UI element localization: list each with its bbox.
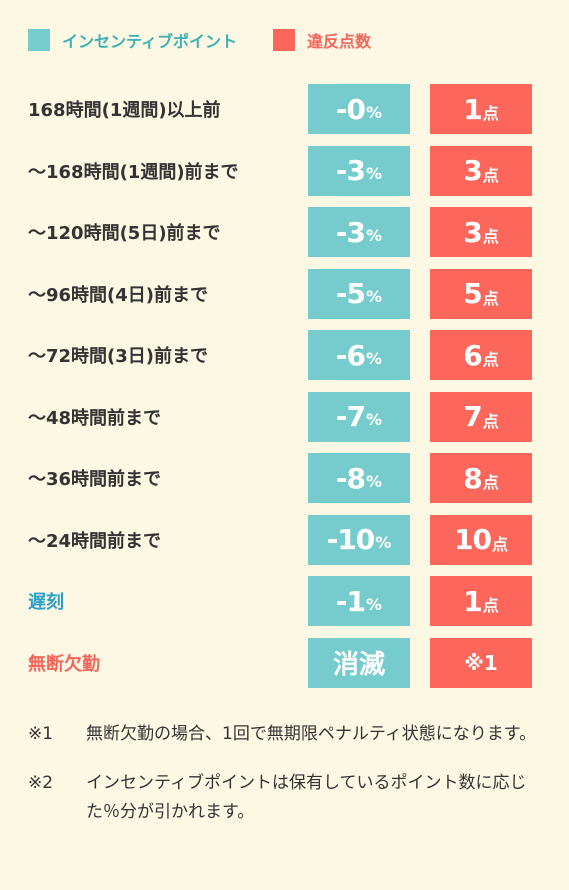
- incentive-cell: -8%: [308, 453, 410, 503]
- incentive-value: -5: [335, 277, 366, 310]
- incentive-swatch: [28, 29, 50, 51]
- violation-swatch: [273, 29, 296, 51]
- row-label: 〜48時間前まで: [28, 407, 162, 429]
- table-row: 無断欠勤 消滅 ※1: [0, 637, 569, 700]
- incentive-value: -8: [335, 461, 366, 495]
- incentive-cell: -7%: [308, 391, 410, 442]
- incentive-cell: -3%: [308, 207, 410, 257]
- violation-value: 3: [463, 154, 483, 187]
- violation-value: 1: [463, 584, 483, 618]
- row-label: 〜120時間(5日)前まで: [28, 223, 221, 244]
- incentive-value: -10: [326, 523, 376, 556]
- violation-unit: 点: [482, 350, 499, 369]
- incentive-unit: %: [366, 410, 383, 429]
- table-row: 168時間(1週間)以上前 -0% 1 点: [0, 84, 569, 146]
- incentive-unit: %: [366, 225, 383, 245]
- row-label: 無断欠勤: [28, 653, 100, 675]
- penalty-table: 168時間(1週間)以上前 -0% 1 点〜168時間(1週間)前まで -3% 3 点〜12…: [0, 84, 569, 699]
- table-row: 〜72時間(3日)前まで -6% 6 点: [0, 330, 569, 392]
- incentive-unit: %: [366, 102, 383, 122]
- violation-value: 1: [463, 92, 483, 126]
- row-label: 168時間(1週間)以上前: [28, 100, 221, 121]
- violation-mark: ※1: [464, 650, 498, 675]
- legend-label-incentive: インセンティブポイント: [62, 32, 238, 51]
- incentive-cell: -1%: [308, 576, 410, 626]
- incentive-word: 消滅: [332, 650, 385, 680]
- violation-unit: 点: [482, 473, 499, 492]
- violation-unit: 点: [482, 288, 499, 308]
- violation-unit: 点: [491, 534, 508, 554]
- incentive-value: -0: [335, 92, 366, 126]
- incentive-unit: %: [366, 348, 383, 368]
- legend-item-incentive: インセンティブポイント: [28, 28, 237, 52]
- violation-unit: 点: [482, 411, 499, 431]
- note-key: ※2: [28, 773, 54, 793]
- note-text: インセンティブポイントは保有しているポイント数に応じた％分が引かれます。: [86, 773, 527, 822]
- incentive-value: -1: [335, 584, 366, 618]
- notes: ※1 無断欠勤の場合、1回で無期限ペナルティ状態になります。 ※2 インセンティ…: [28, 720, 548, 847]
- row-label: 〜24時間前まで: [28, 530, 162, 552]
- row-label: 〜36時間前まで: [28, 469, 162, 490]
- violation-value: 5: [463, 277, 483, 310]
- violation-value: 7: [463, 400, 483, 433]
- incentive-unit: %: [366, 164, 383, 183]
- note-2: ※2 インセンティブポイントは保有しているポイント数に応じた％分が引かれます。: [28, 769, 548, 827]
- violation-unit: 点: [482, 104, 499, 123]
- violation-cell: ※1: [430, 637, 532, 688]
- violation-unit: 点: [482, 596, 499, 615]
- incentive-unit: %: [366, 471, 383, 491]
- incentive-unit: %: [366, 594, 383, 614]
- incentive-value: -3: [335, 154, 366, 187]
- row-label: 遅刻: [28, 592, 64, 613]
- row-label: 〜96時間(4日)前まで: [28, 284, 209, 306]
- incentive-value: -3: [335, 215, 366, 249]
- violation-value: 10: [454, 523, 492, 556]
- legend: インセンティブポイント 違反点数: [28, 28, 407, 52]
- incentive-unit: %: [366, 287, 383, 306]
- legend-label-violation: 違反点数: [307, 32, 372, 51]
- incentive-cell: -10%: [308, 514, 410, 565]
- incentive-cell: -3%: [308, 145, 410, 196]
- incentive-value: -6: [335, 338, 366, 372]
- note-key: ※1: [28, 724, 54, 744]
- violation-unit: 点: [482, 227, 499, 246]
- incentive-unit: %: [375, 533, 392, 552]
- table-row: 〜120時間(5日)前まで -3% 3 点: [0, 207, 569, 269]
- incentive-cell: -5%: [308, 268, 410, 319]
- table-row: 〜168時間(1週間)前まで -3% 3 点: [0, 145, 569, 208]
- note-1: ※1 無断欠勤の場合、1回で無期限ペナルティ状態になります。: [28, 720, 548, 749]
- incentive-cell: -6%: [308, 330, 410, 380]
- table-row: 遅刻 -1% 1 点: [0, 576, 569, 638]
- table-row: 〜96時間(4日)前まで -5% 5 点: [0, 268, 569, 331]
- incentive-cell: 消滅: [308, 637, 410, 688]
- row-label: 〜72時間(3日)前まで: [28, 346, 209, 367]
- table-row: 〜36時間前まで -8% 8 点: [0, 453, 569, 515]
- violation-cell: 10 点: [430, 514, 532, 565]
- violation-value: 3: [463, 215, 483, 249]
- legend-item-violation: 違反点数: [273, 28, 371, 52]
- incentive-cell: -0%: [308, 84, 410, 134]
- violation-value: 6: [463, 338, 483, 372]
- note-text: 無断欠勤の場合、1回で無期限ペナルティ状態になります。: [86, 724, 537, 744]
- violation-value: 8: [463, 461, 483, 495]
- table-row: 〜48時間前まで -7% 7 点: [0, 391, 569, 454]
- table-row: 〜24時間前まで -10% 10 点: [0, 514, 569, 577]
- row-label: 〜168時間(1週間)前まで: [28, 161, 239, 183]
- violation-unit: 点: [482, 165, 499, 185]
- incentive-value: -7: [335, 400, 366, 433]
